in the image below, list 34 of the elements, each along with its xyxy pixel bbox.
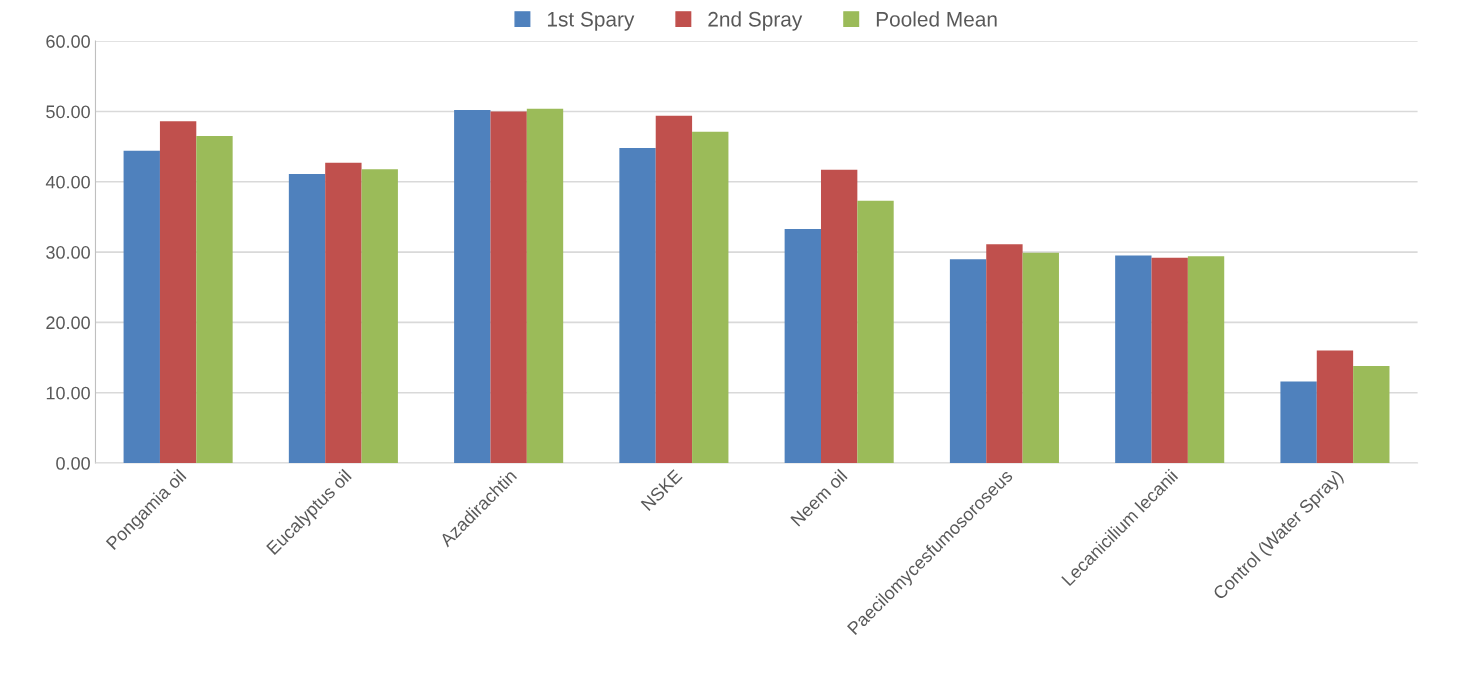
bar xyxy=(692,131,729,464)
y-tick-label: 20.00 xyxy=(46,316,90,330)
bar xyxy=(325,162,362,464)
bar xyxy=(526,108,564,464)
y-tick-label: 40.00 xyxy=(45,175,90,189)
bar xyxy=(784,228,821,464)
bar xyxy=(454,110,491,464)
bar xyxy=(857,200,894,464)
bar xyxy=(655,115,693,464)
bar xyxy=(490,111,527,464)
legend-label: 2nd Spray xyxy=(708,11,803,31)
y-tick-label: 10.00 xyxy=(46,386,90,400)
bar xyxy=(619,148,656,464)
bar xyxy=(288,174,326,464)
y-tick-label: 0.00 xyxy=(56,456,90,470)
bar xyxy=(123,150,160,464)
bar xyxy=(1022,252,1059,464)
bar xyxy=(1353,366,1390,464)
y-tick-label: 30.00 xyxy=(46,246,90,259)
legend-label: Pooled Mean xyxy=(876,11,997,27)
bar xyxy=(1151,257,1188,464)
bar xyxy=(820,169,858,464)
bar xyxy=(949,259,987,464)
bar xyxy=(196,136,233,464)
bar xyxy=(159,121,197,464)
y-tick-label: 60.00 xyxy=(46,35,90,48)
bar xyxy=(986,244,1023,464)
bar xyxy=(1115,255,1152,464)
bar xyxy=(361,169,398,464)
y-tick-label: 50.00 xyxy=(46,105,90,119)
bar xyxy=(1280,381,1317,464)
legend-label: 1st Spary xyxy=(547,11,635,31)
bar xyxy=(1316,350,1354,464)
bar xyxy=(1187,256,1225,464)
